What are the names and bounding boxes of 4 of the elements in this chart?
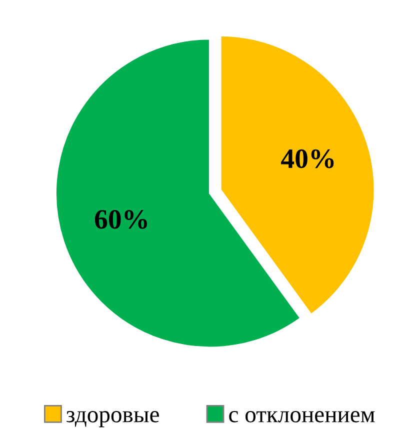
data-label: 40% xyxy=(281,149,334,168)
legend-label: с отклонением xyxy=(229,411,375,422)
legend-label: здоровые xyxy=(66,411,159,428)
data-label: 60% xyxy=(94,210,147,229)
